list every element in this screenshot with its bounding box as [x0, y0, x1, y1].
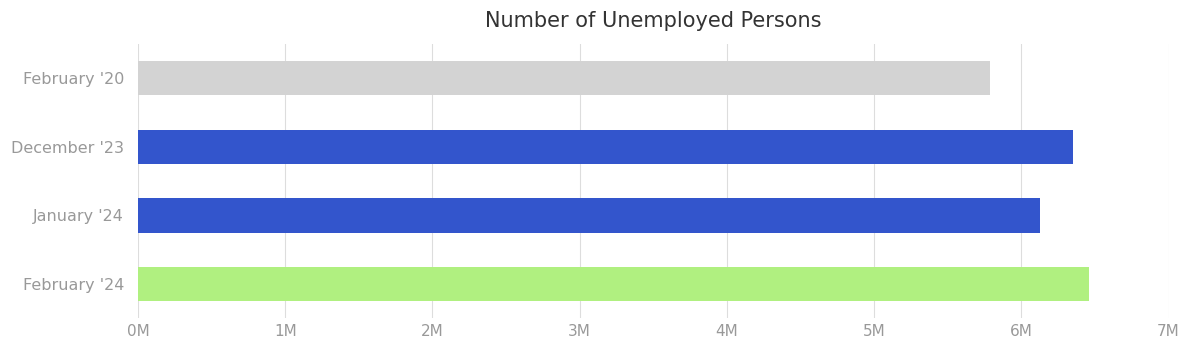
Bar: [138, 198, 1040, 232]
Bar: [138, 267, 1089, 301]
Bar: [138, 61, 990, 95]
Title: Number of Unemployed Persons: Number of Unemployed Persons: [485, 11, 822, 31]
Bar: [138, 130, 1073, 164]
